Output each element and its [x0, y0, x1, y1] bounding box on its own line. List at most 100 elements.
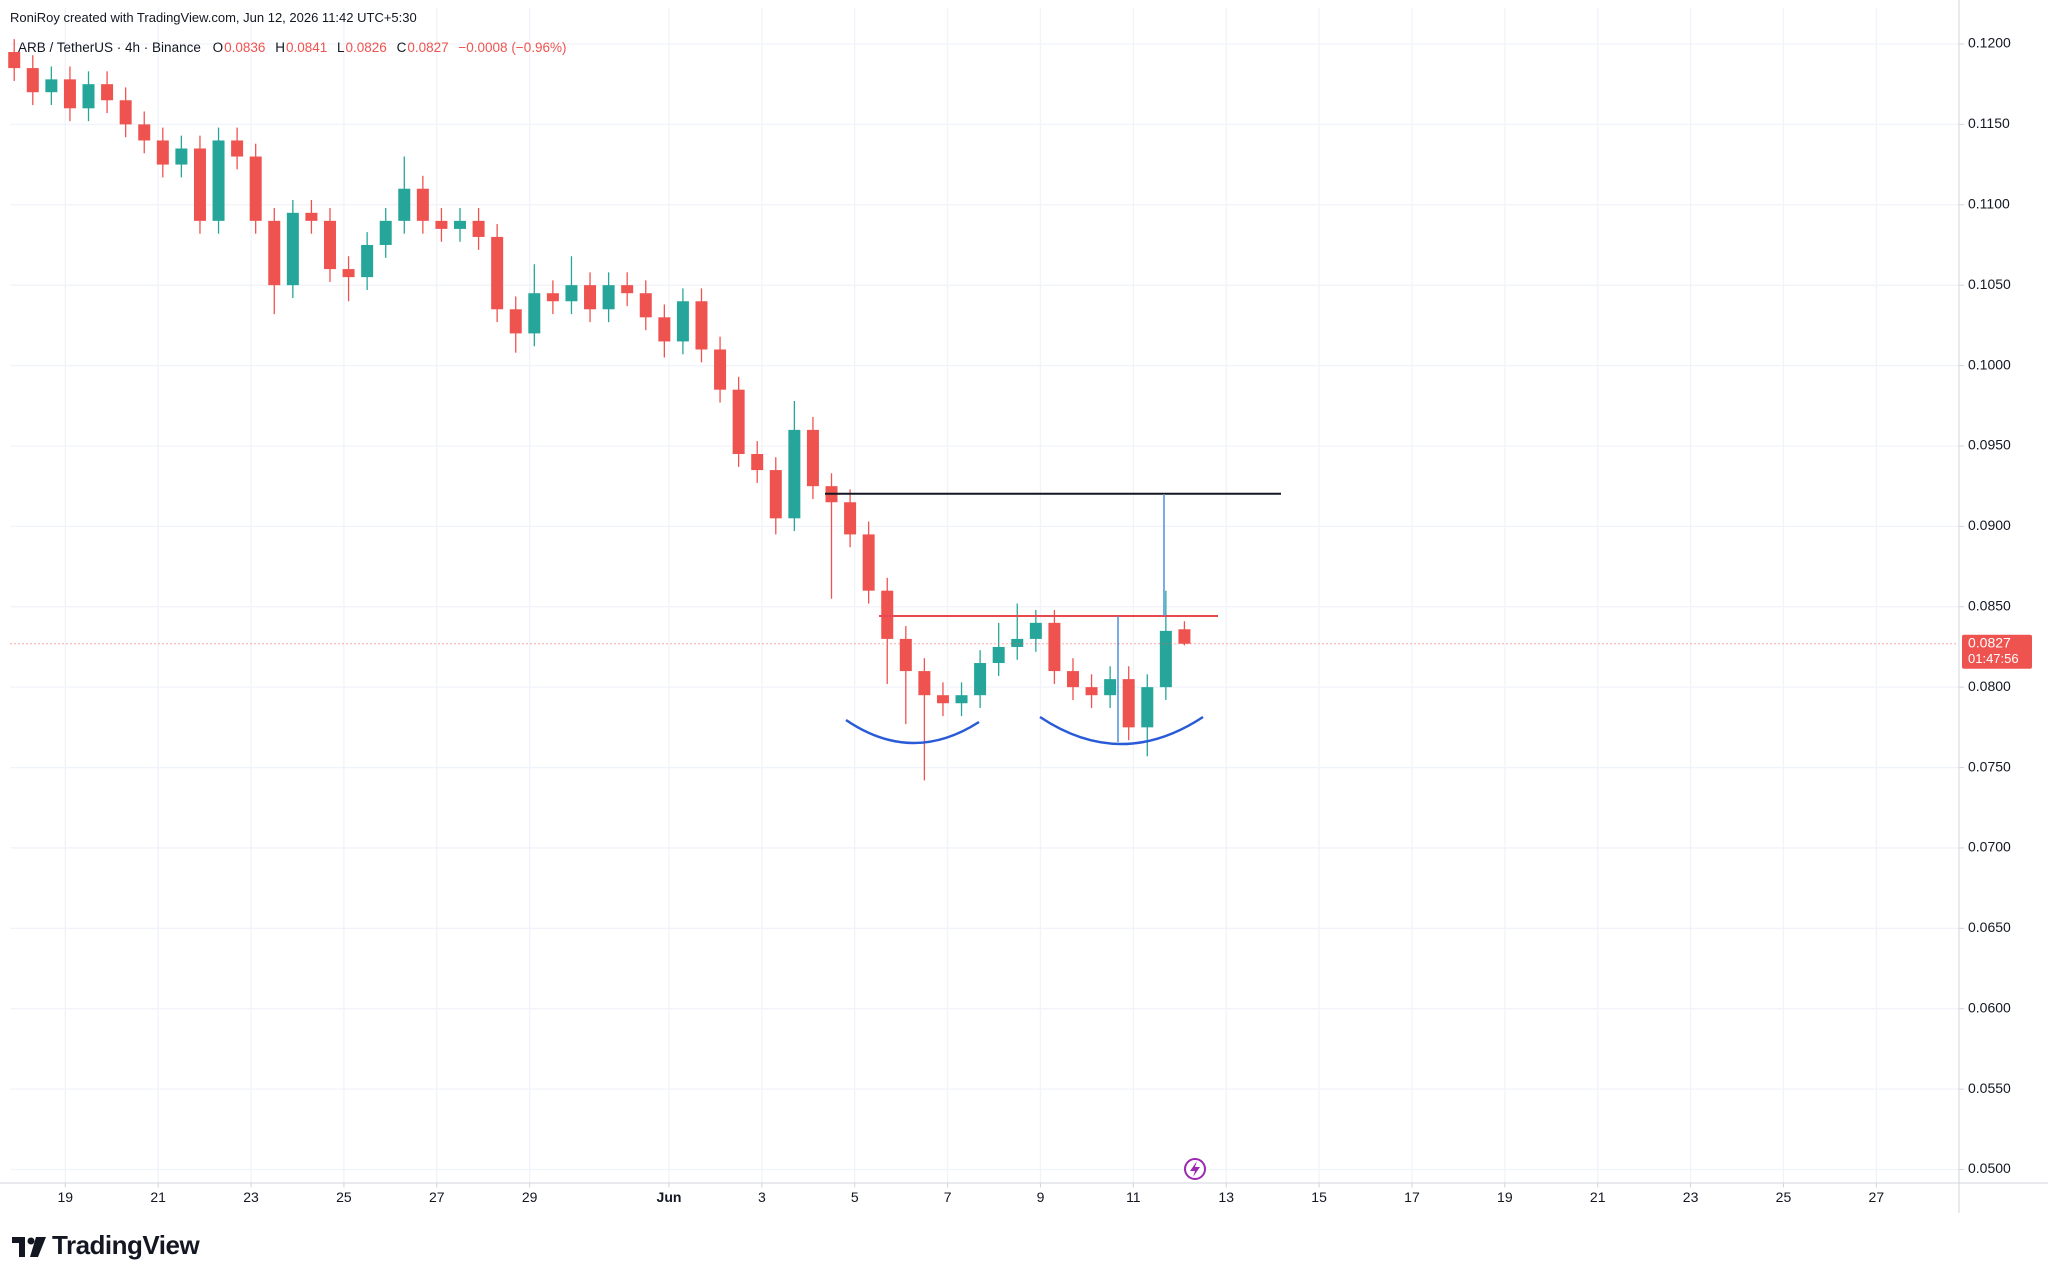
ohlc-label: L: [337, 40, 345, 55]
y-tick-label: 0.0850: [1968, 597, 2011, 613]
candle-body: [1066, 671, 1079, 688]
candle-body: [101, 84, 114, 101]
logo-mark: [12, 1237, 46, 1258]
candle-body: [491, 236, 504, 310]
change: −0.0008 (−0.96%): [458, 40, 567, 55]
ohlc-label: H: [275, 40, 285, 55]
candle-body: [936, 695, 949, 704]
candle-body: [1029, 622, 1042, 639]
x-tick-label: 25: [1776, 1189, 1792, 1205]
candle-body: [1011, 638, 1024, 647]
x-tick-label: 17: [1404, 1189, 1420, 1205]
symbol: ARB / TetherUS · 4h · Binance: [18, 40, 201, 55]
y-tick-label: 0.1200: [1968, 35, 2011, 51]
candle-body: [8, 52, 21, 69]
candle-body: [881, 590, 894, 639]
event-icon[interactable]: [1184, 1158, 1206, 1180]
candle-body: [1085, 687, 1098, 696]
candle-body: [806, 429, 819, 487]
candle-body: [918, 671, 931, 696]
candle-body: [305, 212, 318, 221]
candle-body: [751, 454, 764, 471]
candle-body: [454, 220, 467, 229]
candle-body: [26, 68, 39, 93]
y-tick-label: 0.0650: [1968, 919, 2011, 935]
logo[interactable]: TradingView: [12, 1230, 200, 1261]
x-tick-label: 23: [243, 1189, 259, 1205]
candle-body: [546, 293, 559, 302]
candle-body: [45, 79, 58, 93]
axes: 0.0500 0.0550 0.0600 0.0650 0.0700 0.0750 0.08…: [58, 35, 2032, 1205]
candle-body: [63, 79, 76, 109]
y-tick-label: 0.0600: [1968, 999, 2011, 1015]
y-tick-label: 0.1100: [1968, 195, 2010, 211]
candle-body: [714, 349, 727, 390]
x-tick-label: 27: [429, 1189, 445, 1205]
candle-body: [212, 140, 225, 221]
candle-body: [82, 84, 95, 109]
candle-body: [732, 389, 745, 455]
candle-body: [1141, 687, 1154, 728]
x-tick-label: 23: [1683, 1189, 1699, 1205]
candle-body: [1048, 622, 1061, 672]
candle-body: [528, 293, 541, 334]
candle-body: [156, 140, 169, 165]
candle-body: [584, 285, 597, 310]
x-tick-label: 19: [58, 1189, 74, 1205]
x-tick-label: 9: [1037, 1189, 1045, 1205]
candle-body: [119, 100, 132, 125]
bottom-arc: [845, 718, 980, 745]
ohlc-label: C: [396, 40, 407, 55]
candle-body: [899, 638, 912, 672]
last-price-label: 0.0827: [1968, 634, 2011, 650]
candle-body: [472, 220, 485, 237]
candle-body: [695, 301, 708, 350]
x-tick-label: 19: [1497, 1189, 1513, 1205]
candle-body: [361, 244, 374, 278]
countdown-label: 01:47:56: [1968, 651, 2019, 666]
candle-body: [268, 220, 281, 286]
candle-body: [992, 646, 1005, 664]
candle-body: [342, 269, 355, 278]
ohlc-value: 0.0827: [407, 40, 449, 55]
candle-body: [379, 220, 392, 245]
x-tick-label: 13: [1218, 1189, 1234, 1205]
candle-body: [1104, 679, 1117, 696]
ohlc-value: 0.0826: [345, 40, 387, 55]
credit: RoniRoy created with TradingView.com, Ju…: [10, 10, 417, 25]
candle-body: [286, 212, 299, 286]
ohlc-value: 0.0841: [285, 40, 328, 55]
x-tick-label: 15: [1311, 1189, 1327, 1205]
candles: [8, 39, 1959, 781]
candle-body: [621, 285, 634, 294]
x-tick-label: 7: [944, 1189, 952, 1205]
logo-text: TradingView: [52, 1230, 200, 1260]
x-tick-label: 25: [336, 1189, 352, 1205]
x-tick-label: 27: [1869, 1189, 1885, 1205]
ohlc-label: O: [212, 40, 224, 55]
bottom-arc: [1039, 715, 1204, 746]
candle-body: [602, 285, 615, 310]
y-tick-label: 0.1000: [1968, 356, 2011, 372]
candle-body: [193, 148, 206, 221]
candle-body: [639, 293, 652, 318]
candle-body: [435, 220, 448, 229]
candle-body: [565, 285, 578, 302]
candle-body: [1178, 629, 1191, 644]
x-tick-label: 11: [1126, 1189, 1141, 1205]
candle-body: [862, 534, 875, 591]
candle-body: [788, 429, 801, 519]
symbol-legend: ARB / TetherUS · 4h · Binance O0.0836 H0…: [18, 40, 572, 55]
candle-body: [974, 663, 987, 696]
candle-body: [509, 309, 522, 334]
y-tick-label: 0.0800: [1968, 678, 2011, 694]
candle-body: [398, 188, 411, 221]
candle-body: [844, 502, 857, 535]
candle-body: [175, 148, 188, 165]
candle-body: [1159, 630, 1172, 688]
candle-body: [249, 156, 262, 221]
x-tick-label: 29: [522, 1189, 538, 1205]
candle-body: [1122, 679, 1135, 728]
